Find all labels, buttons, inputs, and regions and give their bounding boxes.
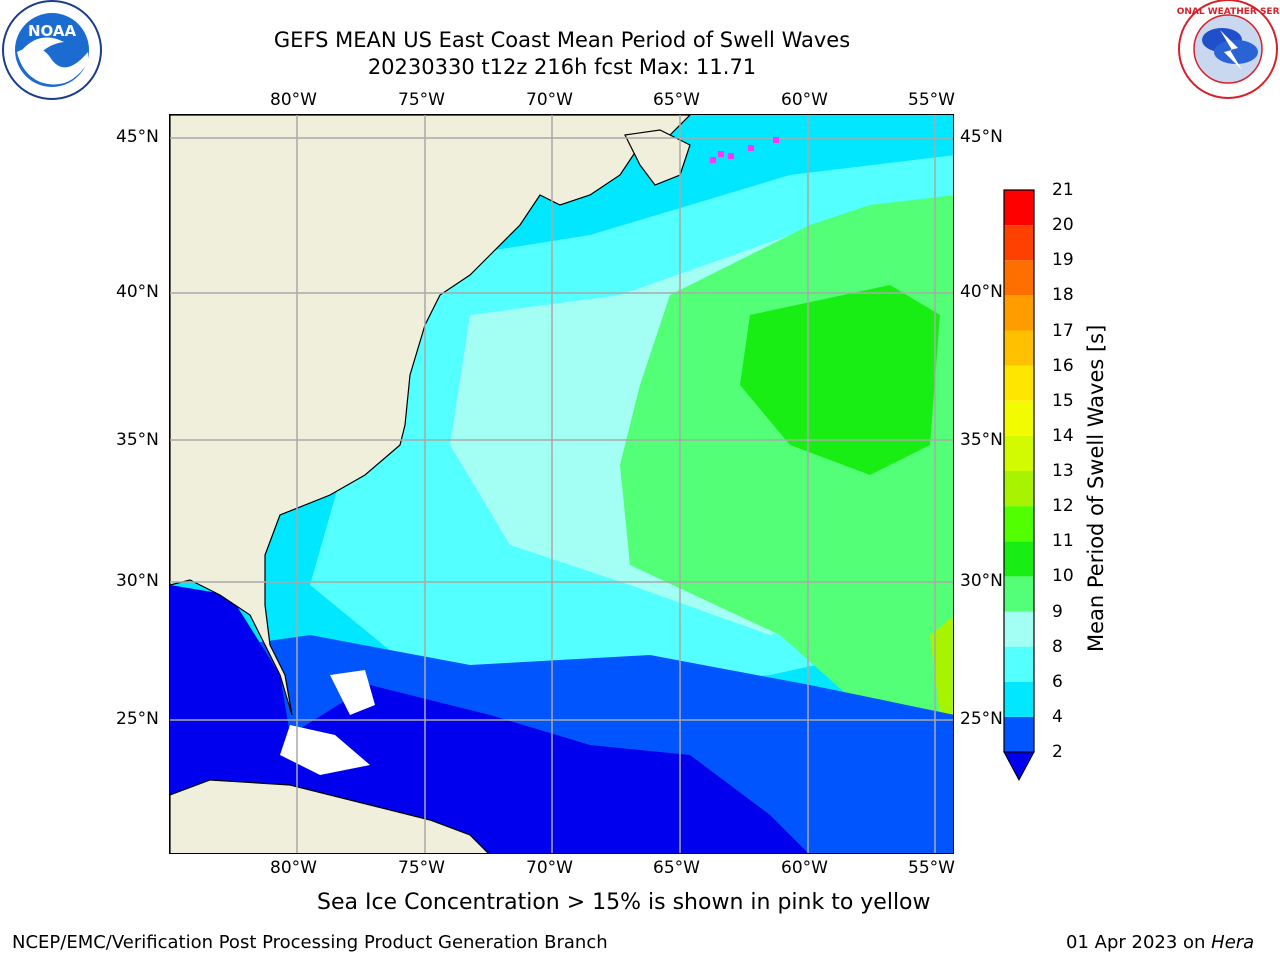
nws-logo: NATIONAL WEATHER SERVICE <box>1176 0 1280 99</box>
lat-label-left-25n: 25°N <box>116 709 159 729</box>
footer-host: Hera <box>1211 932 1255 953</box>
footer-date: 01 Apr 2023 on <box>1066 932 1212 953</box>
colorbar-segment <box>1004 225 1034 261</box>
lon-label-bottom-65w: 65°W <box>653 858 700 878</box>
map-canvas <box>170 115 953 853</box>
lat-label-right-35n: 35°N <box>960 430 1003 450</box>
lat-label-left-45n: 45°N <box>116 127 159 147</box>
svg-text:NATIONAL WEATHER SERVICE: NATIONAL WEATHER SERVICE <box>1176 7 1280 17</box>
colorbar-segment <box>1004 260 1034 296</box>
lat-label-left-40n: 40°N <box>116 282 159 302</box>
colorbar-segment <box>1004 681 1034 717</box>
lon-label-top-55w: 55°W <box>908 90 955 110</box>
noaa-logo: NOAA <box>2 0 102 100</box>
lon-label-bottom-60w: 60°W <box>781 858 828 878</box>
map-subtitle: 20230330 t12z 216h fcst Max: 11.71 <box>367 55 757 79</box>
colorbar-ticks: 2 4 6 8 9 10 11 12 13 14 15 16 17 18 19 20 21 <box>1040 180 1100 780</box>
sea-ice-note: Sea Ice Concentration > 15% is shown in … <box>317 890 931 915</box>
colorbar-tick-label: 19 <box>1052 250 1074 271</box>
colorbar-tick-label: 9 <box>1052 601 1063 622</box>
colorbar-segment <box>1004 576 1034 612</box>
colorbar-tick-label: 13 <box>1052 461 1074 481</box>
lon-label-top-60w: 60°W <box>781 90 828 110</box>
lon-label-bottom-70w: 70°W <box>526 858 573 878</box>
cuba-land <box>170 779 489 853</box>
colorbar-tick-label: 14 <box>1052 425 1074 446</box>
map-title: GEFS MEAN US East Coast Mean Period of S… <box>273 28 851 52</box>
colorbar-under-arrow <box>1003 751 1035 782</box>
colorbar-tick-label: 2 <box>1052 742 1063 762</box>
lat-label-right-40n: 40°N <box>960 282 1003 302</box>
colorbar-tick-label: 4 <box>1052 706 1063 727</box>
lon-label-bottom-75w: 75°W <box>398 858 445 878</box>
colorbar-segment <box>1004 330 1034 366</box>
colorbar-segment <box>1004 716 1034 752</box>
colorbar-tick-label: 10 <box>1052 566 1074 587</box>
colorbar-tick-label: 6 <box>1052 671 1063 692</box>
colorbar-tick-label: 12 <box>1052 496 1074 517</box>
lat-label-right-25n: 25°N <box>960 709 1003 729</box>
lat-label-right-45n: 45°N <box>960 127 1003 147</box>
colorbar-outline <box>1003 189 1035 753</box>
svg-text:NOAA: NOAA <box>28 22 77 40</box>
footer-right: 01 Apr 2023 on Hera <box>1066 932 1254 953</box>
colorbar-tick-label: 20 <box>1052 215 1074 236</box>
colorbar-segment <box>1004 541 1034 577</box>
colorbar-segment <box>1004 471 1034 507</box>
no-data-patch-1 <box>330 670 375 715</box>
colorbar-segment <box>1004 506 1034 542</box>
field-10-11s <box>740 285 940 475</box>
lat-label-left-30n: 30°N <box>116 571 159 591</box>
lon-label-bottom-80w: 80°W <box>270 858 317 878</box>
sea-ice-marks <box>710 137 779 163</box>
colorbar-segment <box>1004 365 1034 401</box>
lon-label-top-80w: 80°W <box>270 90 317 110</box>
lat-label-left-35n: 35°N <box>116 430 159 450</box>
colorbar-tick-label: 15 <box>1052 390 1074 411</box>
colorbar-tick-label: 18 <box>1052 285 1074 306</box>
colorbar-segment <box>1004 190 1034 226</box>
colorbar <box>1003 189 1035 782</box>
field-under-2s <box>170 585 808 853</box>
colorbar-tick-label: 11 <box>1052 531 1074 552</box>
swell-period-map <box>169 114 954 854</box>
footer-left: NCEP/EMC/Verification Post Processing Pr… <box>12 932 608 953</box>
lon-label-top-75w: 75°W <box>398 90 445 110</box>
colorbar-tick-label: 8 <box>1052 636 1063 657</box>
colorbar-tick-label: 16 <box>1052 355 1074 376</box>
colorbar-tick-label: 17 <box>1052 320 1074 341</box>
colorbar-segment <box>1004 646 1034 682</box>
lon-label-top-65w: 65°W <box>653 90 700 110</box>
north-america-land <box>170 115 691 716</box>
lon-label-top-70w: 70°W <box>526 90 573 110</box>
colorbar-segment <box>1004 295 1034 331</box>
colorbar-segment <box>1004 435 1034 471</box>
colorbar-label: Mean Period of Swell Waves [s] <box>1084 324 1108 652</box>
lon-label-bottom-55w: 55°W <box>908 858 955 878</box>
lat-label-right-30n: 30°N <box>960 571 1003 591</box>
colorbar-tick-label: 21 <box>1052 180 1074 200</box>
no-data-patch-2 <box>280 725 370 775</box>
colorbar-segment <box>1004 611 1034 647</box>
graticule <box>170 115 953 853</box>
colorbar-segment <box>1004 400 1034 436</box>
